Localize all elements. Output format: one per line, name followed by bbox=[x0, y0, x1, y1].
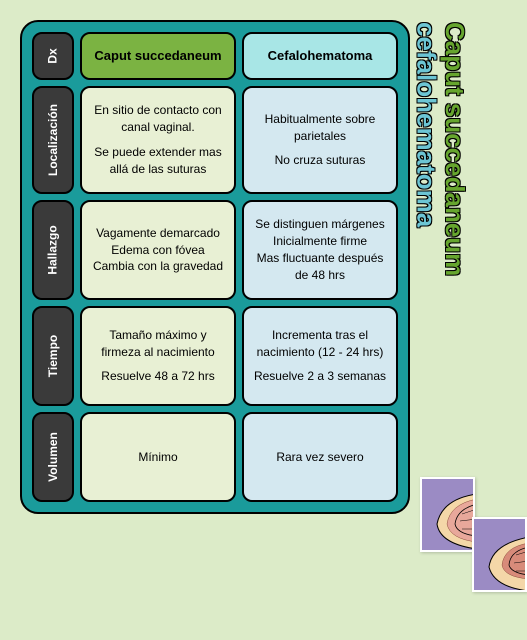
illustration-cefalo bbox=[472, 517, 527, 592]
caput-hallazgo: Vagamente demarcado Edema con fóvea Camb… bbox=[80, 200, 236, 300]
cefalo-localizacion: Habitualmente sobre parietales No cruza … bbox=[242, 86, 398, 194]
label-volumen: Volumen bbox=[32, 412, 74, 502]
header-cefalo: Cefalohematoma bbox=[242, 32, 398, 80]
label-text: Localización bbox=[46, 104, 60, 176]
header-caput: Caput succedaneum bbox=[80, 32, 236, 80]
text: Resuelve 2 a 3 semanas bbox=[254, 368, 386, 385]
label-dx: Dx bbox=[32, 32, 74, 80]
row-volumen: Volumen Mínimo Rara vez severo bbox=[32, 412, 398, 502]
text: En sitio de contacto con canal vaginal. bbox=[90, 102, 226, 136]
cefalo-volumen: Rara vez severo bbox=[242, 412, 398, 502]
title-caput: Caput succedaneum bbox=[440, 22, 470, 276]
caput-volumen: Mínimo bbox=[80, 412, 236, 502]
text: Tamaño máximo y firmeza al nacimiento bbox=[90, 327, 226, 361]
text: Resuelve 48 a 72 hrs bbox=[101, 368, 214, 385]
label-text: Dx bbox=[46, 48, 60, 63]
text: Incrementa tras el nacimiento (12 - 24 h… bbox=[252, 327, 388, 361]
caput-localizacion: En sitio de contacto con canal vaginal. … bbox=[80, 86, 236, 194]
label-text: Tiempo bbox=[46, 335, 60, 377]
text: Inicialmente firme bbox=[273, 233, 367, 250]
row-dx: Dx Caput succedaneum Cefalohematoma bbox=[32, 32, 398, 80]
text: Habitualmente sobre parietales bbox=[252, 111, 388, 145]
row-hallazgo: Hallazgo Vagamente demarcado Edema con f… bbox=[32, 200, 398, 300]
text: Cambia con la gravedad bbox=[93, 258, 223, 275]
label-text: Hallazgo bbox=[46, 225, 60, 274]
vertical-title: Caput succedaneum cefalohematoma bbox=[412, 22, 469, 276]
label-tiempo: Tiempo bbox=[32, 306, 74, 406]
label-localizacion: Localización bbox=[32, 86, 74, 194]
illustration-caput bbox=[420, 477, 475, 552]
cefalo-tiempo: Incrementa tras el nacimiento (12 - 24 h… bbox=[242, 306, 398, 406]
text: Edema con fóvea bbox=[111, 242, 204, 259]
text: Vagamente demarcado bbox=[96, 225, 220, 242]
row-tiempo: Tiempo Tamaño máximo y firmeza al nacimi… bbox=[32, 306, 398, 406]
caput-tiempo: Tamaño máximo y firmeza al nacimiento Re… bbox=[80, 306, 236, 406]
title-cefalo: cefalohematoma bbox=[411, 22, 441, 227]
comparison-table: Dx Caput succedaneum Cefalohematoma Loca… bbox=[20, 20, 410, 514]
cefalo-hallazgo: Se distinguen márgenes Inicialmente firm… bbox=[242, 200, 398, 300]
text: Mas fluctuante después de 48 hrs bbox=[252, 250, 388, 284]
label-hallazgo: Hallazgo bbox=[32, 200, 74, 300]
text: No cruza suturas bbox=[275, 152, 366, 169]
text: Se distinguen márgenes bbox=[255, 216, 384, 233]
text: Se puede extender mas allá de las sutura… bbox=[90, 144, 226, 178]
row-localizacion: Localización En sitio de contacto con ca… bbox=[32, 86, 398, 194]
label-text: Volumen bbox=[46, 432, 60, 482]
